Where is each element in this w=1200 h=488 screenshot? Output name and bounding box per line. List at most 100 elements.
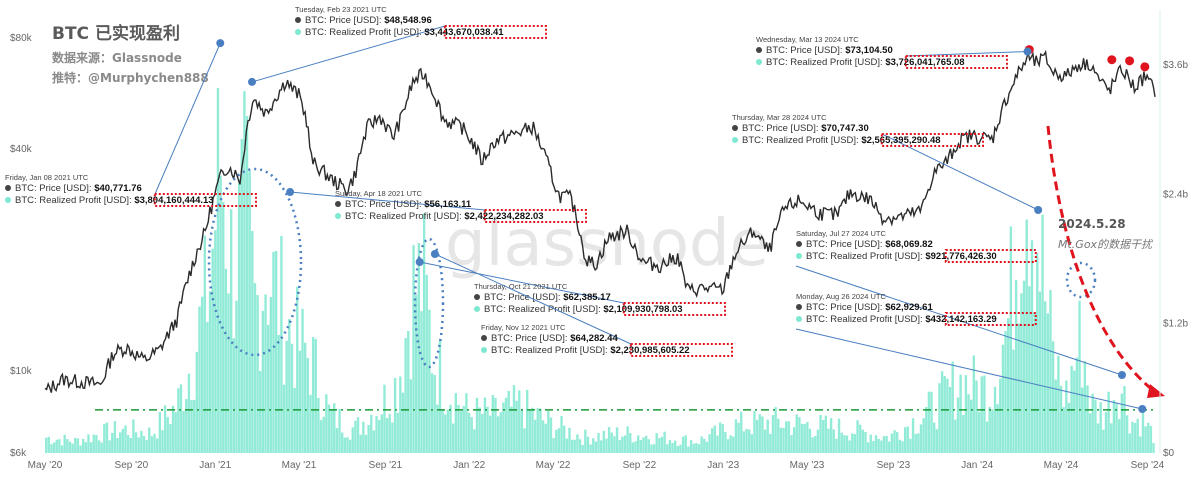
- profit-bar: [346, 437, 349, 453]
- watermark: glassnode: [445, 207, 769, 281]
- annotation-date: Friday, Jan 08 2021 UTC: [5, 173, 89, 182]
- profit-bar: [108, 440, 111, 453]
- profit-bar: [803, 424, 806, 453]
- annotation-profit: BTC: Realized Profit [USD]: $2,230,985,6…: [491, 345, 690, 356]
- annotation-connector: [795, 265, 1123, 376]
- x-axis: May '20 Sep '20 Jan '21 May '21 Sep '21 Jan '…: [28, 460, 1165, 471]
- annotations: Friday, Jan 08 2021 UTC BTC: Price [USD]:…: [5, 5, 1147, 413]
- profit-bar: [494, 397, 497, 453]
- profit-bar: [185, 399, 188, 453]
- profit-bar: [668, 439, 672, 453]
- profit-bar: [388, 414, 391, 453]
- legend-dot-profit: [295, 29, 301, 35]
- profit-bar: [179, 384, 183, 453]
- profit-bar: [943, 376, 946, 453]
- profit-bar: [901, 441, 904, 453]
- profit-bar: [528, 409, 532, 453]
- profit-bar: [1152, 443, 1155, 453]
- legend-dot-profit: [5, 197, 11, 203]
- profit-bar: [375, 415, 378, 453]
- annotation-marker: [216, 39, 225, 48]
- annotation-date: Tuesday, Feb 23 2021 UTC: [295, 5, 387, 14]
- profit-bar: [1025, 219, 1028, 453]
- profit-bar: [785, 421, 788, 453]
- y-axis-left: $80k $40k $10k $6k: [10, 33, 33, 459]
- annotation-profit: BTC: Realized Profit [USD]: $2,109,930,7…: [484, 304, 683, 315]
- x-tick-label: Jan '21: [199, 460, 231, 471]
- legend-dot-price: [335, 201, 341, 207]
- profit-bar: [750, 434, 754, 453]
- profit-bar: [1149, 425, 1153, 453]
- profit-bar: [208, 291, 212, 453]
- profit-bar: [655, 433, 658, 453]
- profit-bar: [1136, 418, 1139, 453]
- annotation-profit: BTC: Realized Profit [USD]: $3,726,041,7…: [766, 57, 965, 68]
- profit-bar: [306, 358, 310, 453]
- annotation-marker: [1117, 371, 1126, 379]
- y-left-tick-label: $80k: [10, 33, 33, 44]
- profit-bar: [174, 412, 177, 453]
- profit-bar: [869, 434, 872, 453]
- profit-bar: [319, 420, 323, 453]
- profit-bar: [301, 308, 304, 453]
- profit-bar: [79, 445, 82, 453]
- profit-bar: [1028, 286, 1031, 453]
- profit-bar: [92, 434, 95, 453]
- y-right-tick-label: $3.6b: [1163, 60, 1188, 71]
- profit-bar: [861, 429, 865, 453]
- profit-bar: [510, 406, 513, 453]
- profit-bar: [650, 444, 653, 453]
- y-right-tick-label: $0: [1163, 448, 1175, 459]
- profit-bar: [864, 431, 867, 453]
- profit-bar: [880, 440, 883, 453]
- profit-bar: [798, 417, 801, 453]
- profit-bar: [1131, 421, 1134, 453]
- profit-bar: [1125, 415, 1129, 453]
- profit-bar: [660, 436, 664, 453]
- y-right-tick-label: $1.2b: [1163, 319, 1188, 330]
- profit-bar: [489, 415, 492, 453]
- profit-bar: [105, 422, 109, 453]
- profit-bar: [261, 310, 265, 453]
- x-tick-label: May '22: [536, 460, 571, 471]
- profit-bar: [1038, 291, 1042, 453]
- x-tick-label: Jan '24: [961, 460, 993, 471]
- legend-dot-price: [5, 185, 11, 191]
- profit-bar: [163, 405, 167, 453]
- profit-bar: [407, 330, 410, 453]
- profit-bar: [658, 438, 661, 453]
- x-tick-label: Sep '20: [115, 460, 149, 471]
- profit-bar: [385, 418, 389, 453]
- profit-bar: [1036, 253, 1039, 453]
- profit-bar: [338, 409, 341, 453]
- profit-bar: [391, 422, 394, 453]
- profit-bar: [68, 441, 72, 453]
- x-tick-label: May '20: [28, 460, 63, 471]
- profit-bar: [1022, 280, 1026, 453]
- profit-bar: [790, 435, 793, 453]
- profit-bar: [856, 420, 859, 453]
- profit-bar: [774, 407, 777, 453]
- profit-highlight-box: [904, 55, 1008, 69]
- profit-bar: [959, 374, 962, 453]
- profit-bar: [1067, 402, 1071, 453]
- profit-bar: [573, 439, 576, 453]
- annotation-price: BTC: Price [USD]: $73,104.50: [766, 45, 893, 56]
- legend-dot-price: [732, 125, 738, 131]
- profit-bar: [158, 412, 162, 453]
- y-left-tick-label: $6k: [10, 448, 27, 459]
- profit-bar: [999, 378, 1002, 453]
- profit-bar: [922, 418, 925, 453]
- annotation-date: Friday, Nov 12 2021 UTC: [481, 323, 566, 332]
- profit-bar: [465, 393, 468, 453]
- annotation-marker: [1138, 405, 1147, 413]
- profit-bar: [711, 428, 714, 453]
- legend-dot-price: [295, 17, 301, 23]
- legend-dot-profit: [335, 213, 341, 219]
- profit-bar: [555, 429, 558, 453]
- profit-bar: [251, 230, 254, 453]
- profit-bar: [761, 416, 764, 453]
